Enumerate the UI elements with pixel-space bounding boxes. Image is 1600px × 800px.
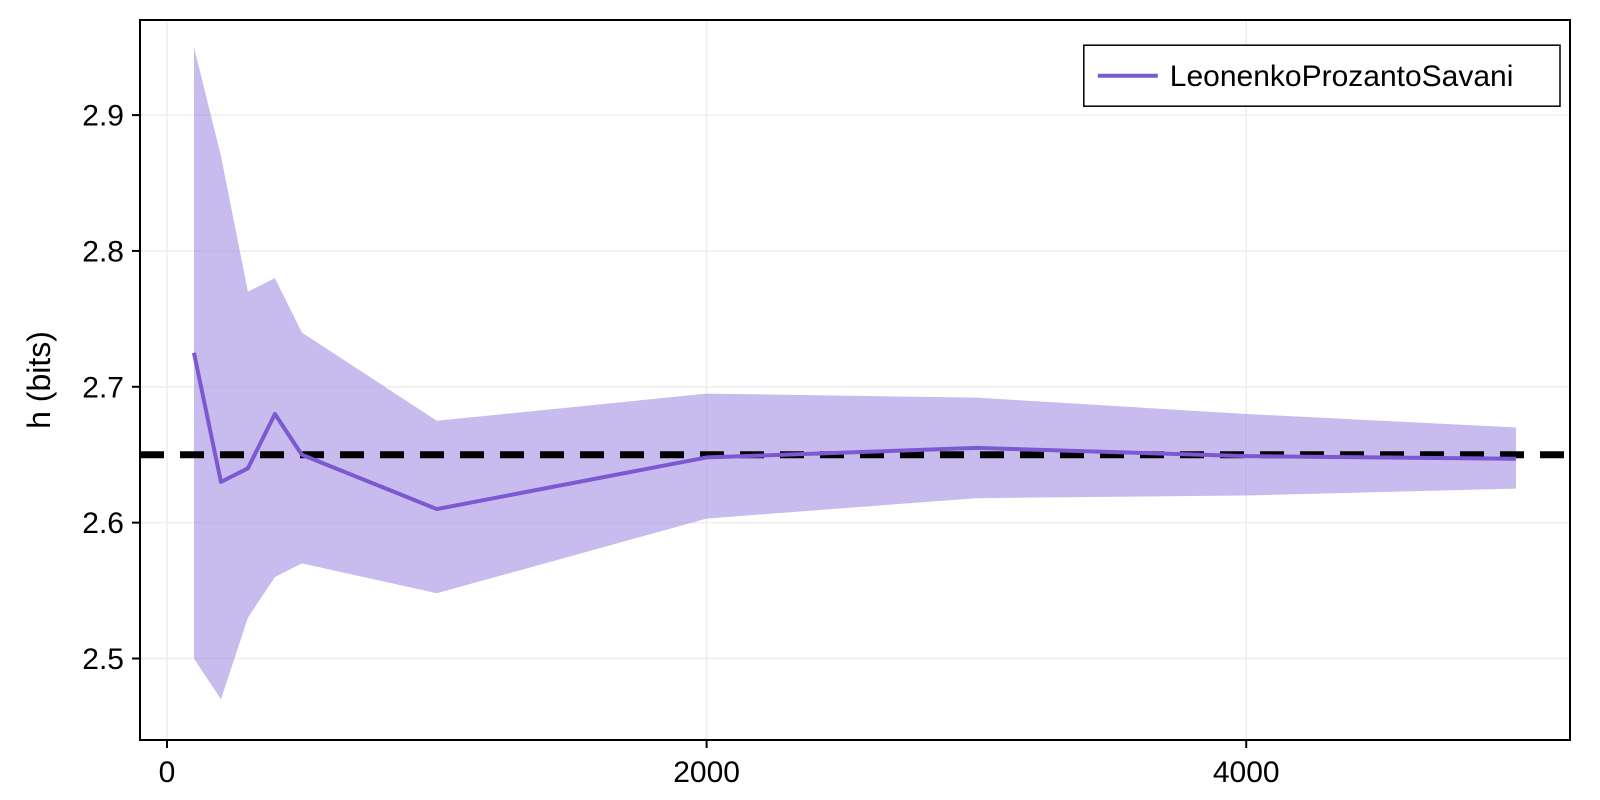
y-tick-label: 2.7 bbox=[82, 371, 124, 404]
legend-label: LeonenkoProzantoSavani bbox=[1170, 60, 1514, 93]
legend: LeonenkoProzantoSavani bbox=[1084, 45, 1560, 106]
y-tick-label: 2.6 bbox=[82, 507, 124, 540]
y-tick-label: 2.9 bbox=[82, 100, 124, 133]
y-tick-label: 2.8 bbox=[82, 235, 124, 268]
y-tick-label: 2.5 bbox=[82, 643, 124, 676]
x-tick-label: 2000 bbox=[673, 756, 740, 789]
x-tick-label: 4000 bbox=[1213, 756, 1280, 789]
x-tick-label: 0 bbox=[159, 756, 176, 789]
y-axis-label: h (bits) bbox=[21, 331, 57, 429]
chart-container: 0 2000 4000 2.5 2.6 2.7 2.8 2.9 h (bits) Leonenko… bbox=[0, 0, 1600, 800]
entropy-chart: 0 2000 4000 2.5 2.6 2.7 2.8 2.9 h (bits) Leonenko… bbox=[0, 0, 1600, 800]
